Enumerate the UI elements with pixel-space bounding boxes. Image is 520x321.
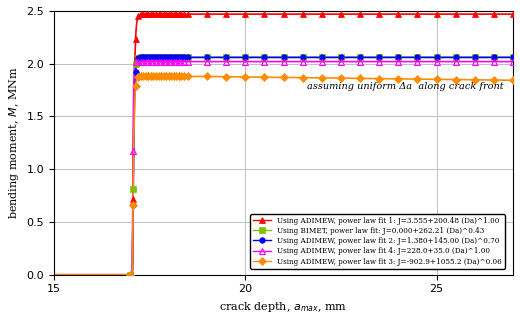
Legend: Using ADIMEW, power law fit 1: J=3.555+200.48 (Da)^1.00, Using BIMET, power law : Using ADIMEW, power law fit 1: J=3.555+2… [251, 214, 505, 269]
Text: assuming uniform Δa  along crack front: assuming uniform Δa along crack front [307, 82, 504, 91]
X-axis label: crack depth, $a_{max}$, mm: crack depth, $a_{max}$, mm [219, 300, 347, 314]
Y-axis label: bending moment, $M$, MNm: bending moment, $M$, MNm [7, 66, 21, 219]
